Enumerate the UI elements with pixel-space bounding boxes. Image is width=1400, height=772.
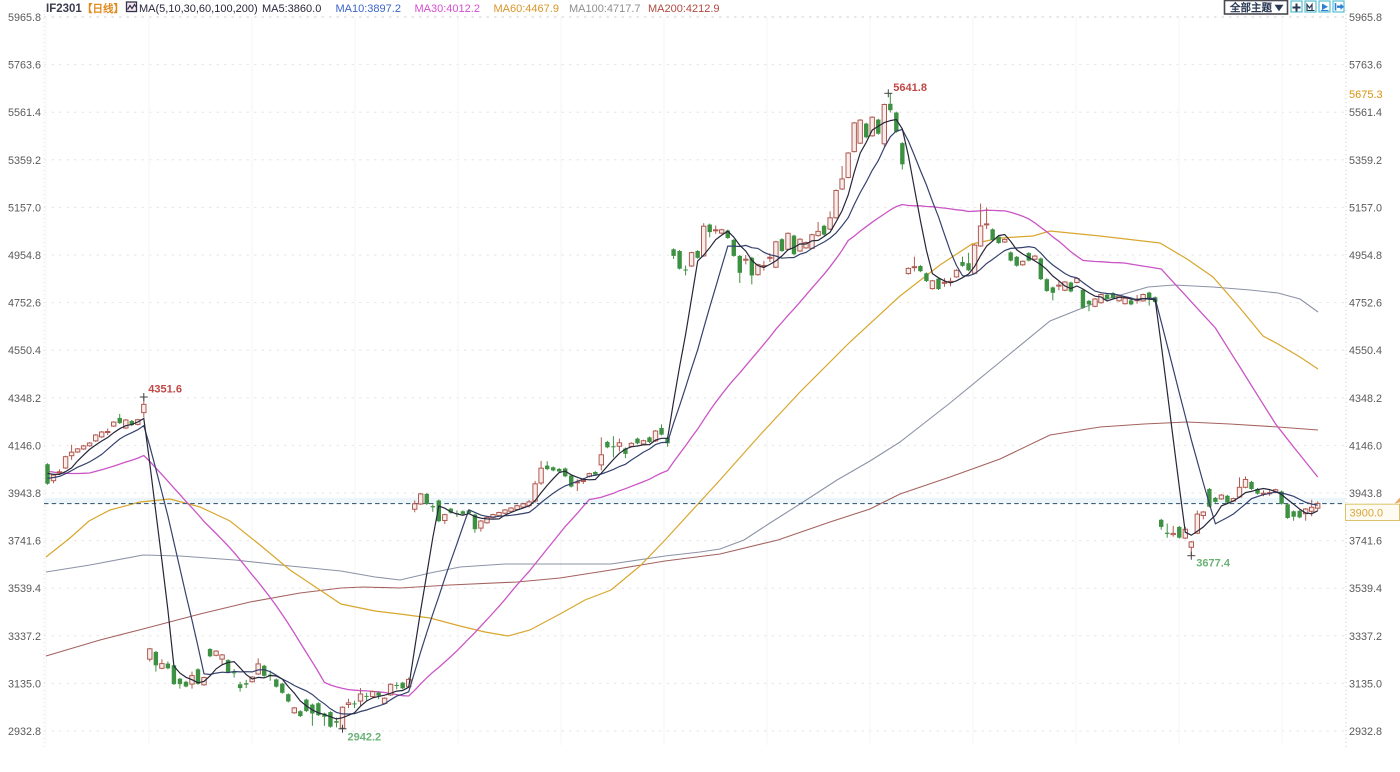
svg-text:MA100:4717.7: MA100:4717.7	[569, 3, 641, 15]
svg-text:3741.6: 3741.6	[1349, 536, 1382, 548]
svg-text:MA(5,10,30,60,100,200): MA(5,10,30,60,100,200)	[139, 3, 258, 15]
svg-text:3337.2: 3337.2	[8, 631, 41, 643]
svg-text:3677.4: 3677.4	[1196, 558, 1231, 570]
svg-text:MA200:4212.9: MA200:4212.9	[648, 3, 720, 15]
svg-text:4351.6: 4351.6	[148, 384, 182, 396]
svg-text:5359.2: 5359.2	[1349, 155, 1382, 167]
svg-text:4146.0: 4146.0	[8, 440, 41, 452]
svg-text:5561.4: 5561.4	[8, 107, 41, 119]
svg-text:3337.2: 3337.2	[1349, 631, 1382, 643]
svg-text:3943.8: 3943.8	[8, 488, 41, 500]
svg-text:5675.3: 5675.3	[1349, 89, 1383, 101]
svg-text:3741.6: 3741.6	[8, 536, 41, 548]
svg-text:4146.0: 4146.0	[1349, 440, 1382, 452]
svg-text:5157.0: 5157.0	[1349, 202, 1382, 214]
svg-text:3539.4: 3539.4	[1349, 583, 1382, 595]
svg-text:3900.0: 3900.0	[1350, 508, 1384, 520]
svg-text:4752.6: 4752.6	[1349, 298, 1382, 310]
svg-text:MA5:3860.0: MA5:3860.0	[262, 3, 321, 15]
svg-text:5359.2: 5359.2	[8, 155, 41, 167]
svg-text:全部主题: 全部主题	[1229, 1, 1272, 14]
svg-text:4348.2: 4348.2	[8, 393, 41, 405]
svg-text:4954.8: 4954.8	[8, 250, 41, 262]
svg-text:MA60:4467.9: MA60:4467.9	[494, 3, 559, 15]
svg-text:5965.8: 5965.8	[8, 12, 41, 24]
svg-text:3135.0: 3135.0	[1349, 678, 1382, 690]
svg-text:【日线】: 【日线】	[82, 2, 124, 15]
svg-text:4954.8: 4954.8	[1349, 250, 1382, 262]
svg-text:4752.6: 4752.6	[8, 298, 41, 310]
svg-text:4550.4: 4550.4	[8, 345, 41, 357]
svg-text:3943.8: 3943.8	[1349, 488, 1382, 500]
svg-text:5641.8: 5641.8	[893, 82, 927, 94]
svg-text:2932.8: 2932.8	[1349, 726, 1382, 738]
svg-text:5965.8: 5965.8	[1349, 12, 1382, 24]
svg-text:5561.4: 5561.4	[1349, 107, 1382, 119]
svg-text:IF2301: IF2301	[46, 3, 82, 15]
svg-text:3539.4: 3539.4	[8, 583, 41, 595]
svg-text:2932.8: 2932.8	[8, 726, 41, 738]
svg-text:5763.6: 5763.6	[1349, 60, 1382, 72]
svg-text:MA30:4012.2: MA30:4012.2	[415, 3, 480, 15]
svg-text:5763.6: 5763.6	[8, 60, 41, 72]
svg-text:4550.4: 4550.4	[1349, 345, 1382, 357]
svg-text:5157.0: 5157.0	[8, 202, 41, 214]
svg-text:4348.2: 4348.2	[1349, 393, 1382, 405]
svg-text:MA10:3897.2: MA10:3897.2	[336, 3, 401, 15]
svg-text:2942.2: 2942.2	[348, 731, 382, 743]
svg-text:3135.0: 3135.0	[8, 678, 41, 690]
